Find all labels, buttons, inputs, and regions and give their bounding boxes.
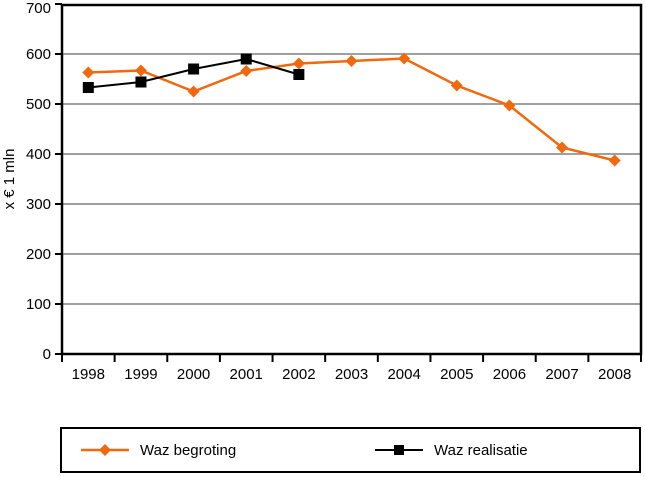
- data-point-waz-begroting: [134, 64, 147, 77]
- data-point-waz-begroting: [292, 57, 305, 70]
- data-point-waz-begroting: [608, 154, 621, 167]
- data-point-waz-realisatie: [82, 82, 94, 93]
- x-tick-label: 2004: [387, 366, 420, 383]
- data-point-waz-realisatie: [240, 53, 252, 65]
- x-tick-label: 2008: [598, 366, 631, 383]
- waz-begroting-line-marker-icon: [81, 444, 129, 456]
- y-tick-label: 300: [26, 196, 51, 213]
- data-point-waz-begroting: [398, 52, 411, 65]
- y-tick-label: 400: [26, 146, 51, 163]
- data-point-waz-realisatie: [188, 63, 200, 75]
- line-chart: 0 100 200 300 400 500 600 700 1998 1999 2000 2001 20…: [1, 0, 643, 383]
- data-point-waz-begroting: [240, 65, 253, 77]
- data-point-waz-begroting: [556, 141, 569, 154]
- x-tick-label: 2005: [440, 366, 473, 383]
- x-tick-label: 2001: [230, 366, 263, 383]
- y-tick-label: 600: [26, 46, 51, 63]
- data-point-waz-begroting: [345, 55, 358, 67]
- data-point-waz-begroting: [450, 79, 463, 92]
- y-tick-label: 100: [26, 296, 51, 313]
- y-tick-label: 200: [26, 246, 51, 263]
- chart-area: 0 100 200 300 400 500 600 700 1998 1999 2000 2001 20…: [1, 0, 643, 383]
- x-tick-label: 2000: [177, 366, 210, 383]
- legend-label-waz-realisatie: Waz realisatie: [434, 441, 528, 459]
- data-point-waz-realisatie: [135, 76, 147, 88]
- data-point-waz-begroting: [82, 66, 95, 79]
- x-tick-label: 2006: [493, 366, 526, 383]
- y-tick-label: 0: [43, 346, 51, 363]
- y-tick-label: 700: [26, 0, 51, 17]
- plot-frame: [60, 3, 643, 356]
- x-tick-label: 2002: [282, 366, 315, 383]
- series-line-waz-begroting: [88, 57, 615, 162]
- x-tick-label: 2003: [335, 366, 368, 383]
- y-tick-label: 500: [26, 96, 51, 113]
- data-point-waz-realisatie: [293, 69, 305, 80]
- x-tick-label: 2007: [545, 366, 578, 383]
- legend-entry-waz-begroting: Waz begroting: [80, 429, 236, 471]
- legend-entry-waz-realisatie: Waz realisatie: [374, 429, 528, 471]
- waz-realisatie-line-marker-icon: [375, 445, 423, 455]
- legend: Waz begroting Waz realisatie: [60, 427, 641, 473]
- x-tick-label: 1998: [72, 366, 105, 383]
- x-tick-label: 1999: [124, 366, 157, 383]
- data-point-waz-begroting: [503, 99, 516, 112]
- legend-label-waz-begroting: Waz begroting: [140, 441, 237, 459]
- y-axis-title: x € 1 mln: [1, 149, 18, 210]
- data-point-waz-begroting: [187, 85, 200, 98]
